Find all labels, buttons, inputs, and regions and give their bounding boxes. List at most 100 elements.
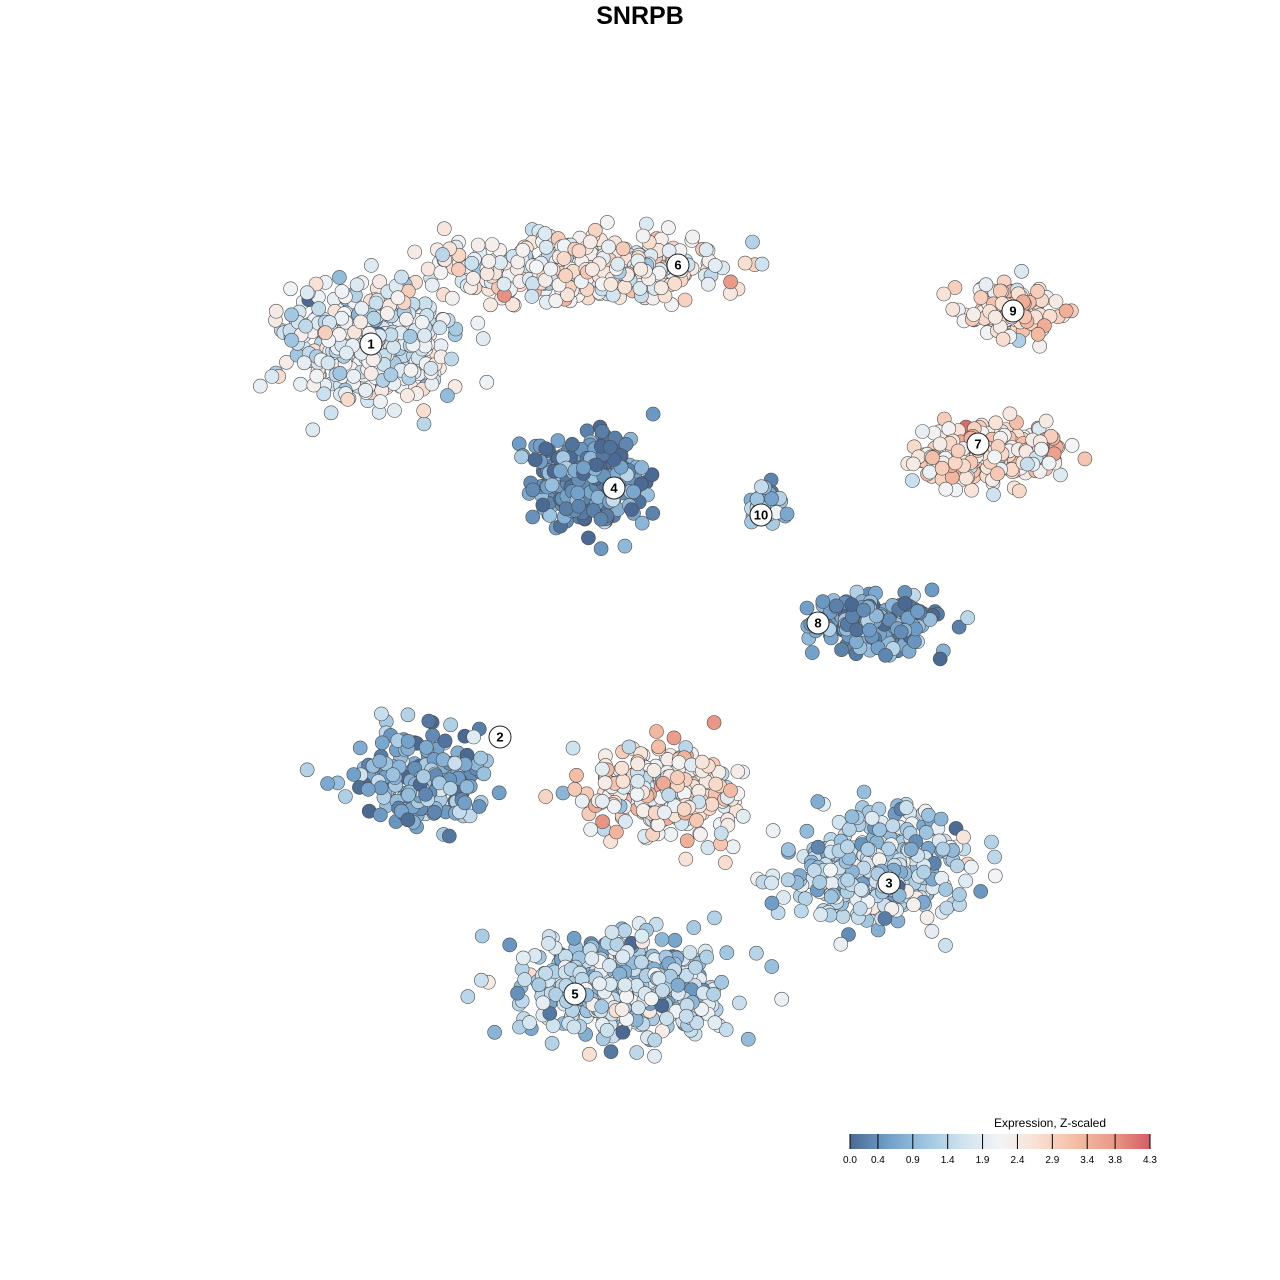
data-point [918, 825, 934, 840]
data-point [400, 707, 416, 723]
data-point [283, 281, 298, 297]
data-point [921, 807, 936, 823]
data-point [522, 1015, 537, 1030]
data-point [635, 228, 651, 244]
data-point [939, 900, 955, 916]
data-point [544, 1036, 560, 1051]
cluster-label-text: 6 [674, 258, 681, 273]
data-point [938, 481, 954, 497]
data-point [745, 234, 760, 250]
data-point [634, 515, 650, 531]
data-point [885, 818, 901, 834]
data-point [764, 959, 780, 974]
data-point [714, 974, 729, 990]
data-point [372, 274, 387, 290]
cluster-label-badge [749, 503, 773, 527]
data-point [601, 239, 616, 255]
data-point [813, 907, 829, 922]
data-point [470, 237, 486, 253]
data-point [910, 604, 925, 619]
data-point [706, 715, 722, 730]
data-point [544, 477, 560, 493]
data-point [552, 463, 568, 479]
data-point [945, 301, 961, 317]
data-point [678, 851, 694, 867]
data-point [615, 1024, 631, 1040]
data-point [535, 995, 551, 1011]
data-point [296, 355, 312, 371]
data-point [340, 392, 356, 407]
data-point [905, 473, 920, 488]
data-point [487, 1025, 502, 1040]
data-point [617, 279, 633, 295]
data-point [571, 243, 587, 259]
data-point [735, 808, 751, 824]
legend-tick-label: 0.9 [906, 1155, 920, 1166]
data-point [704, 796, 720, 812]
data-point [679, 833, 695, 849]
legend-colorbar [850, 1134, 1150, 1149]
data-point [1058, 303, 1074, 319]
cluster-label-7: 7 [966, 432, 990, 456]
data-point [481, 253, 497, 269]
data-point [374, 706, 389, 722]
data-point [634, 928, 650, 944]
data-point [799, 600, 815, 616]
legend-tick-label: 4.3 [1143, 1155, 1157, 1166]
data-point [823, 889, 839, 905]
data-point [566, 930, 582, 946]
data-point [432, 320, 448, 336]
data-point [960, 610, 976, 626]
data-point [667, 932, 683, 948]
data-point [841, 927, 856, 942]
cluster-label-badge [966, 432, 990, 456]
data-point [447, 755, 463, 771]
data-point [686, 920, 702, 935]
data-point [279, 354, 294, 370]
data-point [373, 780, 389, 796]
data-point [951, 619, 967, 635]
data-point [632, 281, 648, 296]
data-point [984, 834, 999, 850]
data-point [470, 315, 486, 331]
data-point [386, 339, 401, 355]
data-point [435, 247, 450, 262]
data-point [566, 1019, 582, 1035]
data-point [593, 541, 609, 557]
data-point [594, 424, 610, 439]
data-point [318, 325, 333, 341]
data-point [966, 307, 981, 322]
chart-title: SNRPB [596, 2, 684, 30]
data-point [425, 728, 440, 743]
data-point [650, 817, 666, 833]
data-point [950, 443, 966, 459]
data-point [615, 773, 631, 789]
data-point [471, 799, 487, 814]
data-point [332, 270, 347, 285]
data-point [268, 303, 284, 319]
data-point [862, 622, 877, 638]
data-point [864, 810, 880, 826]
data-point [581, 530, 596, 546]
cluster-label-badge [602, 476, 626, 500]
data-point [651, 739, 666, 755]
data-point [718, 1022, 734, 1037]
data-point [525, 509, 541, 525]
data-point [614, 760, 630, 776]
data-point [1053, 467, 1068, 483]
data-point [812, 874, 828, 890]
data-point [349, 277, 365, 293]
data-point [537, 226, 553, 241]
data-point [990, 466, 1005, 481]
data-point [764, 491, 779, 507]
data-point [707, 1015, 723, 1031]
data-point [700, 840, 716, 855]
cluster-label-text: 7 [974, 437, 981, 452]
data-point [366, 310, 382, 326]
data-point [305, 422, 321, 438]
data-point [987, 868, 1003, 884]
data-point [424, 277, 440, 293]
data-point [353, 314, 369, 330]
data-point [645, 406, 661, 422]
cluster-label-4: 4 [602, 476, 626, 500]
